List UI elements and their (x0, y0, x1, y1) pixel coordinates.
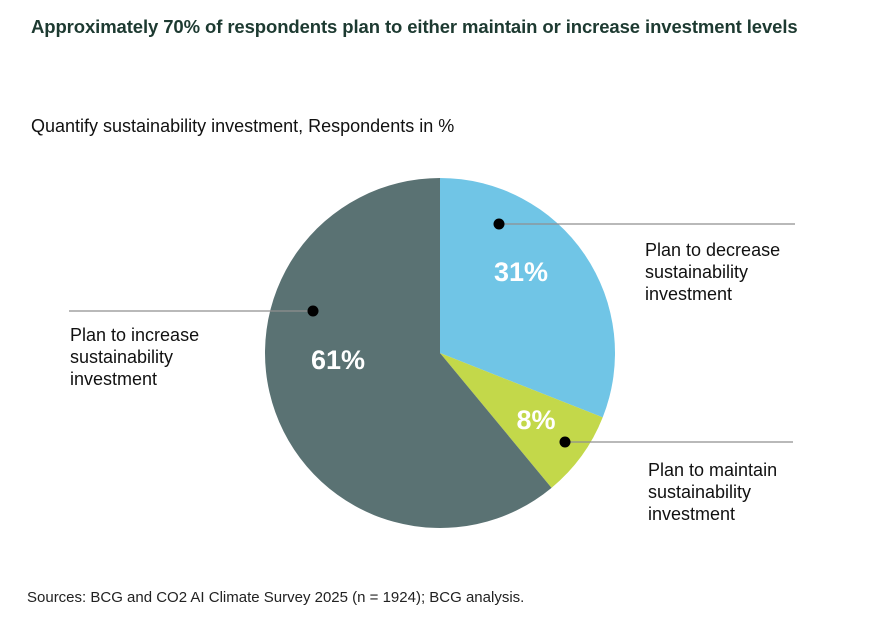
slice-value-label-decrease: 31% (494, 257, 548, 287)
slice-value-label-maintain: 8% (516, 405, 555, 435)
pie-slice-increase (265, 178, 552, 528)
chart-title: Approximately 70% of respondents plan to… (31, 16, 798, 37)
leader-dot-increase (307, 305, 319, 317)
slice-value-label-increase: 61% (311, 345, 365, 375)
pie-slice-maintain (440, 353, 603, 488)
pie-slice-decrease (440, 178, 615, 418)
leader-dot-maintain (559, 436, 571, 448)
source-note: Sources: BCG and CO2 AI Climate Survey 2… (27, 589, 525, 606)
callout-line: Plan to decrease (645, 240, 781, 260)
callout-line: sustainability (645, 262, 749, 282)
callout-line: sustainability (648, 482, 752, 502)
callout-line: sustainability (70, 347, 174, 367)
callout-line: Plan to increase (70, 325, 200, 345)
callout-line: Plan to maintain (648, 460, 778, 480)
chart-subtitle: Quantify sustainability investment, Resp… (31, 116, 455, 136)
callout-label-decrease: Plan to decrease sustainability investme… (645, 239, 845, 305)
leader-dot-decrease (493, 218, 505, 230)
callout-line: investment (645, 284, 733, 304)
callout-label-increase: Plan to increase sustainability investme… (70, 324, 270, 390)
callout-line: investment (648, 504, 736, 524)
callout-label-maintain: Plan to maintain sustainability investme… (648, 459, 848, 525)
callout-line: investment (70, 369, 158, 389)
